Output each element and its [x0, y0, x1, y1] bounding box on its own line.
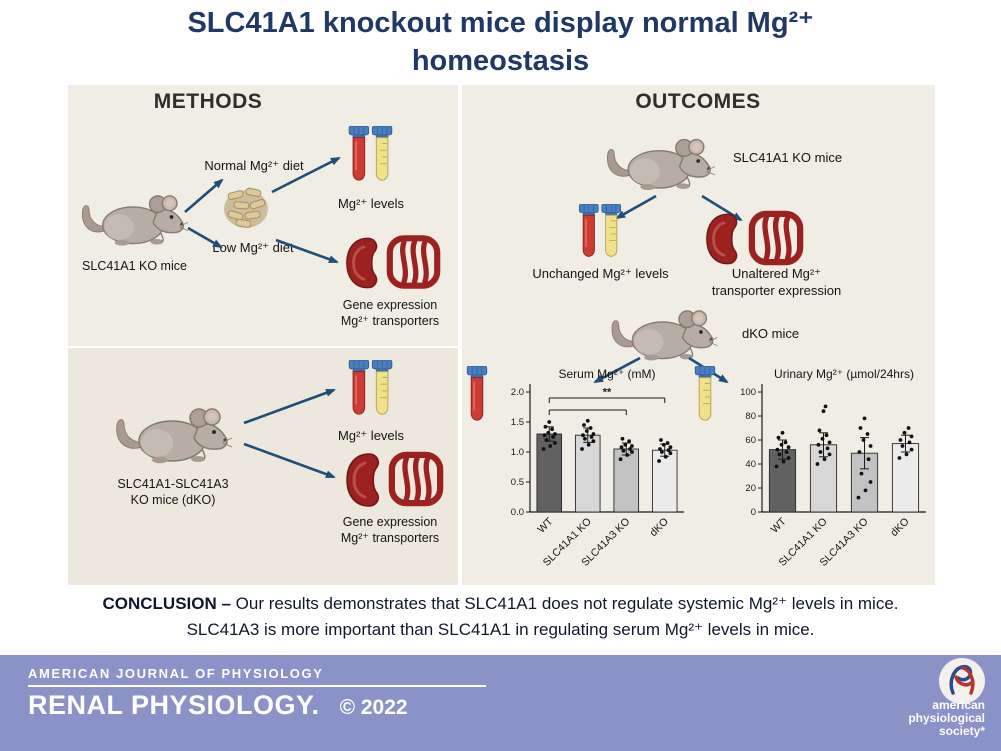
svg-text:100: 100 [740, 387, 756, 398]
svg-text:WT: WT [535, 515, 555, 535]
blood-tube-icon [466, 366, 488, 426]
svg-text:**: ** [603, 387, 612, 399]
intestine-icon [386, 234, 441, 290]
mouse-icon [112, 395, 232, 469]
flow-arrow-icon [243, 442, 336, 479]
test-tubes-icon [578, 204, 622, 262]
svg-text:80: 80 [745, 411, 756, 422]
flow-arrow-icon [615, 194, 657, 220]
outcomes-header: OUTCOMES [635, 90, 761, 113]
svg-text:1.0: 1.0 [511, 447, 524, 458]
svg-text:20: 20 [745, 483, 756, 494]
flow-arrow-icon [271, 156, 341, 194]
journal-title-row: RENAL PHYSIOLOGY. © 2022 [28, 690, 408, 721]
svg-text:2.0: 2.0 [511, 387, 524, 398]
copyright: © 2022 [339, 696, 408, 719]
food-pellets-icon [222, 182, 270, 232]
title-line2: homeostasis [411, 45, 590, 77]
page-title: SLC41A1 knockout mice display normal Mg²… [0, 4, 1001, 80]
methods-header: METHODS [153, 90, 263, 113]
methods-dko-mouse-label: SLC41A1-SLC41A3 KO mice (dKO) [117, 477, 229, 508]
outcomes-tubes-label: Unchanged Mg²⁺ levels [532, 266, 669, 281]
mouse-icon [603, 128, 715, 194]
flow-arrow-icon [593, 356, 641, 384]
test-tubes-icon [348, 360, 393, 420]
svg-text:dKO: dKO [648, 516, 671, 539]
normal-diet-label: Normal Mg²⁺ diet [204, 158, 304, 173]
svg-text:40: 40 [745, 459, 756, 470]
journal-footer: AMERICAN JOURNAL OF PHYSIOLOGY RENAL PHY… [0, 655, 1001, 751]
conclusion-label: CONCLUSION – [102, 594, 231, 613]
svg-text:0.0: 0.0 [511, 507, 524, 518]
urine-tube-icon [694, 366, 716, 426]
mouse-icon [78, 182, 188, 252]
outcomes-ko-mouse-label: SLC41A1 KO mice [733, 150, 843, 165]
conclusion-body: Our results demonstrates that SLC41A1 do… [186, 594, 899, 639]
intestine-icon [388, 450, 444, 508]
methods-bottom-tubes-label: Mg²⁺ levels [337, 428, 405, 443]
outcomes-organs-label: Unaltered Mg²⁺ transporter expression [711, 266, 842, 298]
footer-rule [28, 685, 486, 687]
society-name: american physiological society* [908, 698, 985, 738]
svg-text:0: 0 [751, 507, 756, 518]
flow-arrow-icon [184, 178, 224, 213]
urinary-mg-bar-chart: Urinary Mg²⁺ (µmol/24hrs)020406080100WTS… [740, 367, 926, 569]
conclusion-text: CONCLUSION – Our results demonstrates th… [78, 591, 923, 642]
serum-mg-bar-chart: Serum Mg²⁺ (mM)0.00.51.01.52.0WTSLC41A1 … [511, 367, 684, 569]
title-line1: SLC41A1 knockout mice display normal Mg²… [187, 7, 814, 39]
journal-title: RENAL PHYSIOLOGY. [28, 690, 320, 720]
svg-text:Urinary Mg²⁺ (µmol/24hrs): Urinary Mg²⁺ (µmol/24hrs) [774, 367, 914, 381]
svg-text:1.5: 1.5 [511, 417, 524, 428]
svg-text:Serum Mg²⁺ (mM): Serum Mg²⁺ (mM) [559, 367, 656, 381]
svg-text:0.5: 0.5 [511, 477, 524, 488]
kidney-icon [704, 212, 742, 266]
intestine-icon [748, 210, 804, 266]
svg-text:dKO: dKO [888, 516, 911, 539]
journal-family-name: AMERICAN JOURNAL OF PHYSIOLOGY [28, 666, 324, 681]
methods-ko-mouse-label: SLC41A1 KO mice [82, 259, 187, 273]
kidney-icon [344, 236, 382, 290]
svg-text:60: 60 [745, 435, 756, 446]
outcomes-dko-mouse-label: dKO mice [742, 326, 800, 341]
flow-arrow-icon [243, 388, 336, 425]
kidney-icon [344, 452, 384, 508]
flow-arrow-icon [275, 238, 339, 264]
test-tubes-icon [348, 126, 393, 186]
flow-arrow-icon [187, 226, 223, 249]
aps-logo-icon [939, 658, 985, 704]
methods-top-tubes-label: Mg²⁺ levels [337, 196, 405, 211]
methods-bottom-organs-label: Gene expression Mg²⁺ transporters [340, 515, 440, 546]
svg-text:WT: WT [769, 515, 789, 535]
methods-top-organs-label: Gene expression Mg²⁺ transporters [340, 298, 440, 329]
